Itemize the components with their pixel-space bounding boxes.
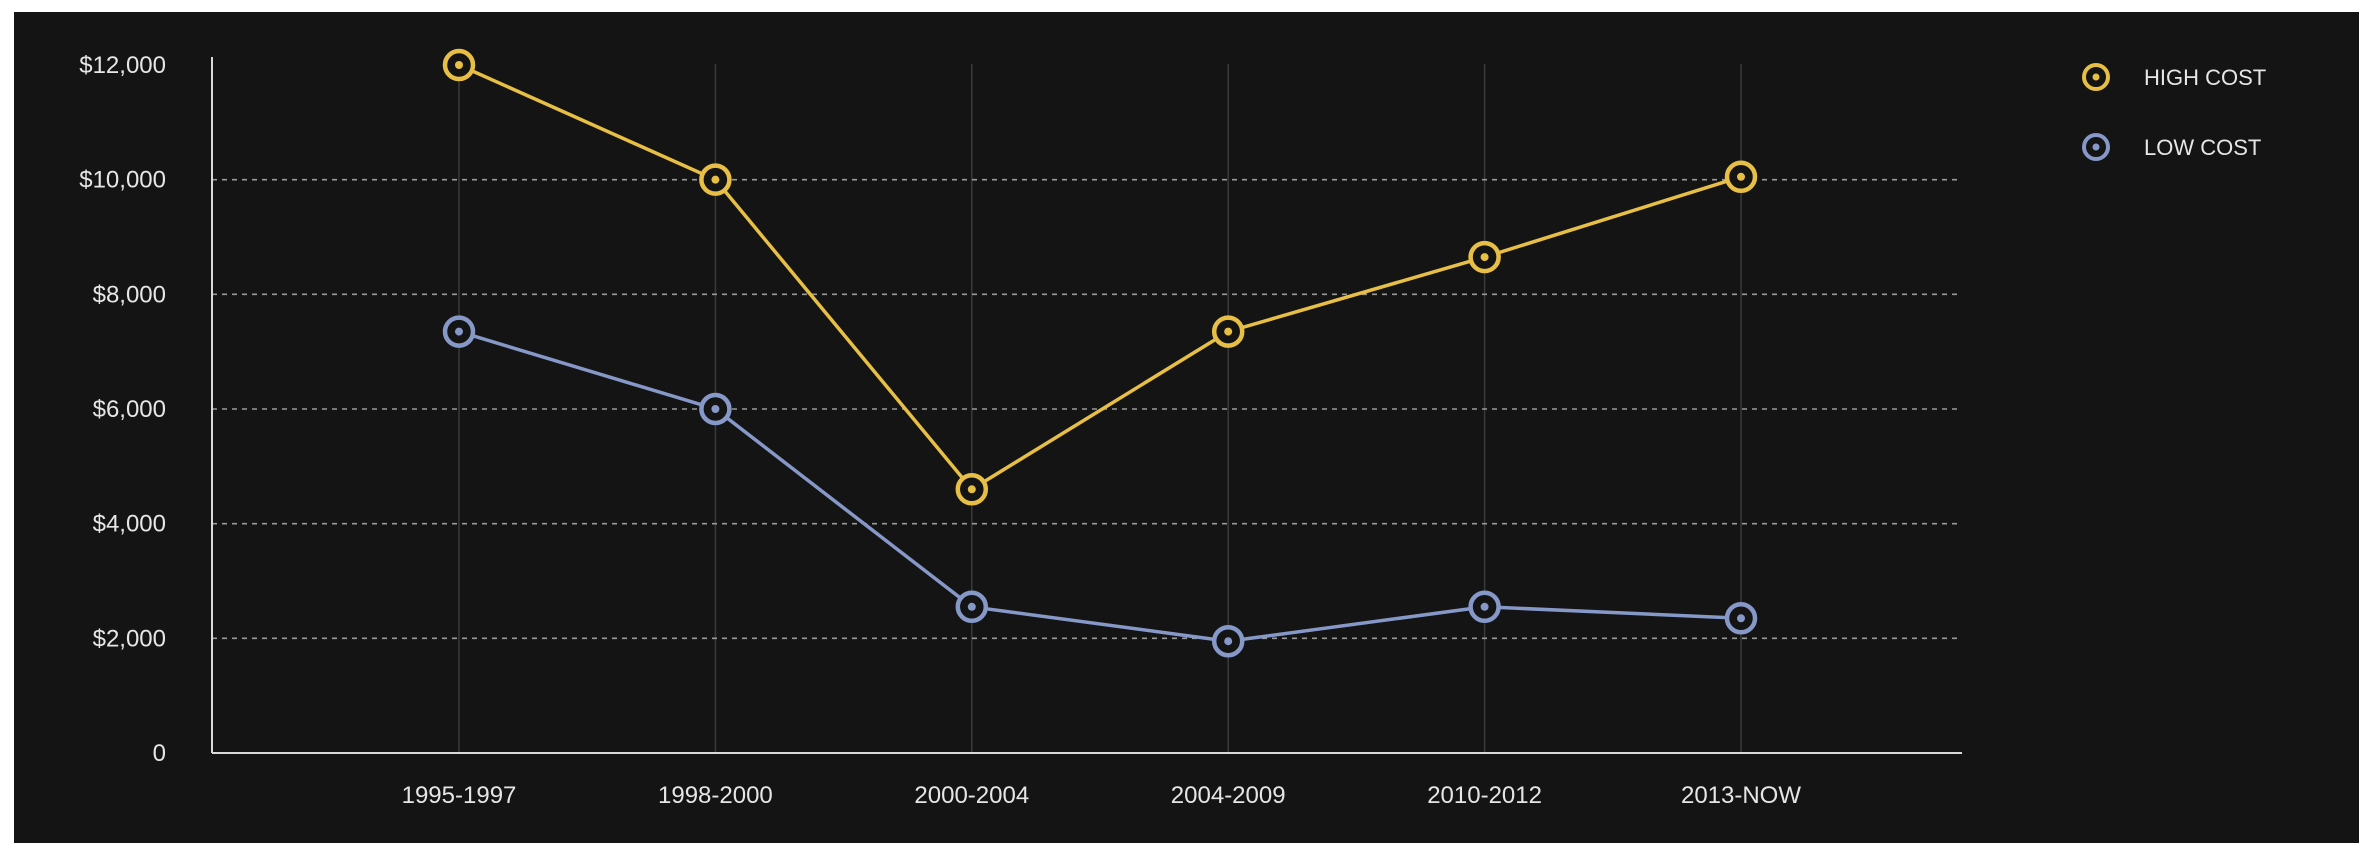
legend: HIGH COST LOW COST — [2082, 63, 2266, 161]
legend-marker-dot — [2092, 143, 2100, 151]
y-tick-label: $10,000 — [79, 167, 166, 194]
axis-layer: 0 $2,000 $4,000 $6,000 $8,000 $10,000 $12,000 1… — [79, 52, 1962, 809]
series-line-high-cost — [458, 63, 1742, 492]
data-point-high-cost[interactable] — [699, 163, 732, 196]
y-tick-label: $6,000 — [93, 396, 166, 423]
y-tick-label: $8,000 — [93, 281, 166, 308]
data-point-low-cost[interactable] — [1211, 624, 1245, 658]
data-point-low-cost[interactable] — [442, 315, 476, 348]
point-marker-dot — [455, 61, 463, 69]
grid-layer — [212, 64, 1962, 753]
data-point-low-cost[interactable] — [955, 590, 989, 624]
chart-frame: 0 $2,000 $4,000 $6,000 $8,000 $10,000 $12,000 1… — [14, 12, 2359, 843]
legend-item-high-cost[interactable]: HIGH COST — [2082, 63, 2266, 91]
legend-item-low-cost[interactable]: LOW COST — [2082, 133, 2261, 161]
data-point-low-cost[interactable] — [1724, 602, 1758, 635]
series-layer — [442, 48, 1758, 658]
data-point-low-cost[interactable] — [699, 392, 732, 426]
data-point-low-cost[interactable] — [1468, 590, 1501, 624]
data-point-high-cost[interactable] — [1724, 160, 1758, 194]
legend-label: HIGH COST — [2144, 65, 2266, 90]
series-line-low-cost — [458, 329, 1742, 643]
data-point-high-cost[interactable] — [955, 473, 989, 506]
data-point-high-cost[interactable] — [1211, 315, 1245, 348]
x-tick-label: 1998-2000 — [658, 782, 773, 809]
point-marker-dot — [967, 602, 976, 611]
x-tick-label: 2000-2004 — [914, 782, 1029, 809]
line-chart: 0 $2,000 $4,000 $6,000 $8,000 $10,000 $12,000 1… — [79, 48, 2266, 809]
data-point-high-cost[interactable] — [442, 48, 476, 82]
x-tick-label: 2013-NOW — [1681, 782, 1801, 809]
point-marker-dot — [1224, 327, 1233, 336]
point-marker-dot — [1737, 172, 1745, 181]
x-tick-label: 2004-2009 — [1171, 782, 1286, 809]
point-marker-dot — [1480, 602, 1489, 611]
data-point-high-cost[interactable] — [1468, 240, 1501, 274]
legend-label: LOW COST — [2144, 135, 2261, 160]
point-marker-dot — [1737, 614, 1745, 623]
point-marker-dot — [1480, 253, 1489, 262]
point-marker-dot — [711, 405, 720, 413]
x-tick-label: 2010-2012 — [1427, 782, 1542, 809]
x-tick-label: 1995-1997 — [402, 782, 517, 809]
point-marker-dot — [967, 485, 976, 494]
point-marker-dot — [711, 175, 720, 184]
y-tick-label: 0 — [153, 740, 166, 767]
y-tick-label: $12,000 — [79, 52, 166, 79]
point-marker-dot — [455, 327, 463, 336]
point-marker-dot — [1224, 637, 1233, 646]
y-tick-label: $4,000 — [93, 511, 166, 538]
legend-marker-dot — [2092, 73, 2100, 81]
y-tick-label: $2,000 — [93, 625, 166, 652]
